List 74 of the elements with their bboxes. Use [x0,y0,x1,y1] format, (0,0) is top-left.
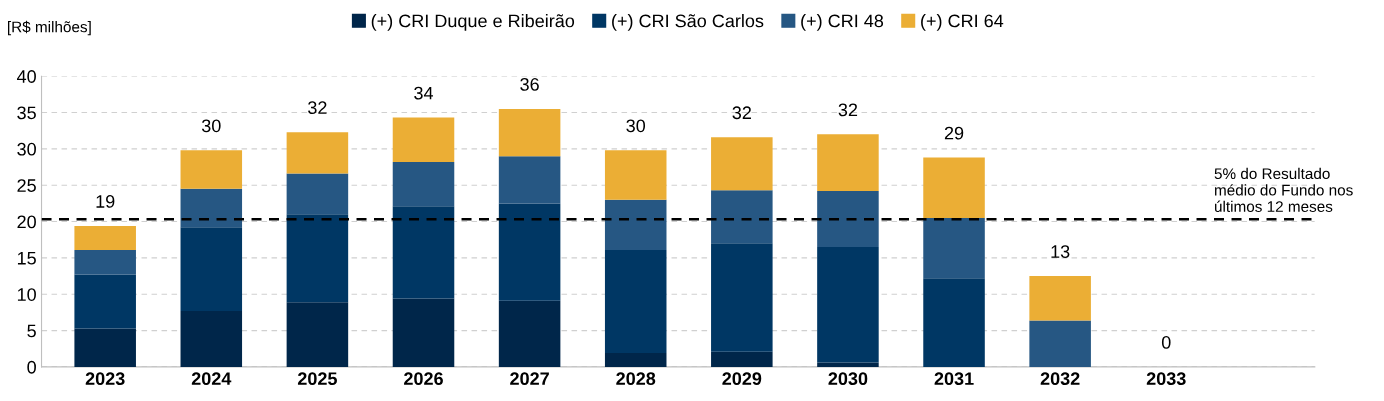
x-tick-label: 2026 [404,372,443,386]
bar [923,278,985,367]
bar [604,249,667,354]
total-label: 0 [1161,336,1171,349]
bar [392,161,455,207]
y-tick-label: 15 [17,252,36,265]
bar [74,249,136,275]
total-label: 32 [308,101,327,115]
total-label: 36 [520,78,539,91]
bar [604,353,667,367]
bar [74,274,136,329]
legend-label: (+) CRI 48 [801,14,884,31]
x-tick-label: 2032 [1040,372,1080,386]
y-tick-label: 40 [16,70,36,83]
bar [923,217,985,279]
x-tick-label: 2031 [934,372,974,386]
bar [392,298,455,367]
bar [923,157,985,218]
total-label: 32 [838,103,858,117]
ref-line-label: 5% do Resultado médio do Fundo nos últimos 12 meses [1214,167,1353,212]
bar [711,351,773,367]
bar [180,150,243,189]
bar [711,190,773,244]
bar [498,300,561,367]
bar [711,243,773,352]
legend-label: (+) CRI 64 [921,14,1004,31]
bar [604,199,667,250]
bar [817,134,879,192]
x-tick-label: 2033 [1146,372,1186,386]
bar [1029,320,1091,367]
legend-label: (+) CRI Duque e Ribeirão [371,14,575,31]
bar [498,203,561,301]
bar [74,328,136,367]
total-label: 34 [414,86,434,100]
bar [286,302,349,367]
total-label: 13 [1051,245,1070,258]
x-tick-label: 2030 [828,372,868,386]
legend-label: (+) CRI São Carlos [612,14,764,31]
total-label: 29 [944,126,964,140]
bar [498,156,561,204]
total-label: 30 [201,119,221,133]
bar [1029,276,1091,321]
bar [74,225,136,250]
y-tick-label: 25 [17,179,36,192]
x-tick-label: 2029 [722,372,762,386]
bar [604,150,667,200]
bar [498,108,561,157]
y-tick-label: 5 [27,324,36,338]
y-tick-label: 30 [17,142,36,156]
x-tick-label: 2025 [297,372,337,386]
x-tick-label: 2028 [616,372,656,386]
x-tick-label: 2023 [85,372,125,386]
total-label: 32 [732,106,751,120]
bar [180,310,243,367]
bar [286,214,349,303]
bar [817,191,879,247]
y-tick-label: 35 [17,106,36,120]
total-label: 19 [96,195,115,208]
bar [286,132,349,174]
bar [817,246,879,363]
y-tick-label: 0 [27,360,36,374]
x-tick-label: 2027 [510,372,549,386]
bar [392,206,455,299]
y-axis-title: [R$ milhões] [8,20,91,36]
total-label: 30 [626,119,646,133]
y-tick-label: 20 [17,215,36,229]
bar [180,188,243,228]
bar [392,117,455,162]
bar [817,362,879,367]
y-tick-label: 10 [17,288,36,301]
bar [711,137,773,191]
bar [286,173,349,215]
bar [180,227,243,311]
x-tick-label: 2024 [191,372,232,386]
